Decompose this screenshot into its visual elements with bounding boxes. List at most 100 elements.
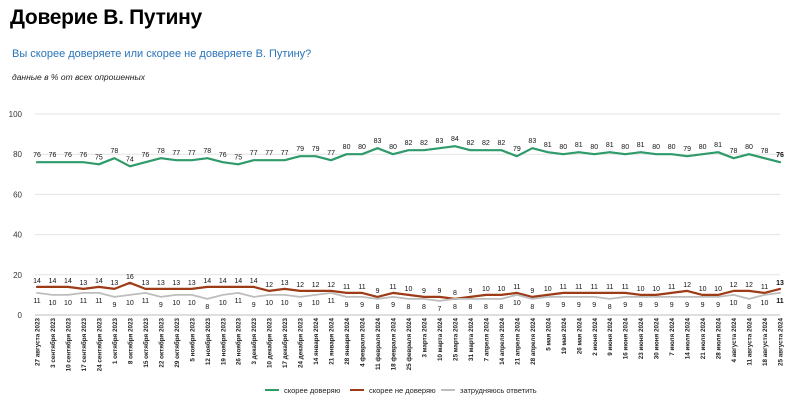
data-label-distrust: 11 [622, 284, 629, 291]
data-label-distrust: 10 [482, 286, 490, 293]
data-label-undecided: 10 [730, 300, 738, 307]
data-label-undecided: 8 [608, 304, 612, 311]
x-tick-label: 3 марта 2024 [421, 318, 428, 358]
data-label-distrust: 10 [714, 286, 722, 293]
data-label-trust: 76 [80, 152, 88, 159]
data-label-distrust: 14 [234, 278, 242, 285]
data-label-trust: 77 [265, 150, 273, 157]
data-label-distrust: 12 [327, 282, 335, 289]
x-tick-label: 25 февраля 2024 [406, 318, 413, 371]
data-label-undecided: 11 [95, 298, 102, 305]
x-tick-label: 21 января 2024 [329, 318, 336, 365]
data-label-undecided: 9 [670, 302, 674, 309]
data-label-distrust: 9 [376, 288, 380, 295]
data-label-distrust: 10 [405, 286, 413, 293]
data-label-distrust: 16 [126, 274, 134, 281]
data-label-undecided: 9 [391, 302, 395, 309]
x-tick-label: 11 августа 2024 [747, 318, 754, 366]
data-label-trust: 80 [559, 144, 567, 151]
data-label-distrust: 14 [33, 278, 41, 285]
data-label-trust: 79 [296, 146, 304, 153]
data-label-trust: 74 [126, 156, 134, 163]
data-label-distrust: 10 [544, 286, 552, 293]
x-tick-label: 12 ноября 2023 [204, 318, 212, 366]
data-label-trust: 82 [497, 140, 505, 147]
data-label-distrust: 11 [358, 284, 365, 291]
y-tick-label: 60 [13, 190, 22, 199]
data-label-trust: 83 [528, 138, 536, 145]
x-tick-label: 10 марта 2024 [437, 318, 444, 361]
x-tick-label: 28 июля 2024 [716, 318, 723, 360]
data-label-trust: 80 [358, 144, 366, 151]
data-label-trust: 79 [312, 146, 320, 153]
data-label-trust: 80 [343, 144, 351, 151]
x-tick-label: 3 декабря 2023 [250, 318, 258, 365]
data-label-undecided: 9 [546, 302, 550, 309]
data-label-undecided: 11 [80, 298, 87, 305]
data-label-undecided: 11 [327, 298, 334, 305]
data-label-undecided: 9 [716, 302, 720, 309]
data-label-undecided: 9 [298, 302, 302, 309]
data-label-trust: 82 [482, 140, 490, 147]
data-label-distrust: 14 [49, 278, 57, 285]
data-label-distrust: 14 [95, 278, 103, 285]
data-label-trust: 81 [606, 142, 614, 149]
data-label-distrust: 11 [513, 284, 520, 291]
data-label-trust: 81 [544, 142, 552, 149]
data-label-trust: 77 [188, 150, 196, 157]
data-label-undecided: 10 [219, 300, 227, 307]
x-tick-label: 21 июля 2024 [700, 318, 707, 360]
data-label-undecided: 8 [376, 304, 380, 311]
data-label-trust: 78 [157, 148, 165, 155]
data-label-trust: 78 [761, 148, 769, 155]
data-label-undecided: 8 [499, 304, 503, 311]
data-label-trust: 80 [668, 144, 676, 151]
data-label-trust: 76 [64, 152, 72, 159]
data-label-distrust: 13 [776, 280, 784, 287]
data-label-undecided: 10 [281, 300, 289, 307]
page-title: Доверие В. Путину [10, 6, 202, 29]
data-label-undecided: 11 [776, 298, 784, 305]
data-label-trust: 83 [374, 138, 382, 145]
data-label-undecided: 8 [484, 304, 488, 311]
data-label-distrust: 10 [497, 286, 505, 293]
data-label-undecided: 10 [64, 300, 72, 307]
x-tick-label: 19 мая 2024 [561, 318, 568, 355]
data-label-trust: 77 [172, 150, 180, 157]
series-line [35, 145, 782, 168]
data-label-undecided: 9 [685, 302, 689, 309]
x-tick-label: 23 июня 2024 [638, 318, 645, 360]
data-label-distrust: 14 [219, 278, 227, 285]
data-label-distrust: 12 [745, 282, 753, 289]
data-label-undecided: 10 [265, 300, 273, 307]
x-tick-label: 14 апреля 2024 [499, 318, 506, 365]
x-tick-label: 31 марта 2024 [468, 318, 475, 361]
data-label-trust: 76 [49, 152, 57, 159]
data-label-distrust: 11 [591, 284, 598, 291]
x-tick-label: 7 апреля 2024 [483, 318, 490, 362]
data-label-undecided: 9 [577, 302, 581, 309]
data-label-trust: 80 [652, 144, 660, 151]
data-label-distrust: 12 [683, 282, 691, 289]
data-label-undecided: 9 [561, 302, 565, 309]
y-tick-label: 100 [9, 110, 23, 119]
data-label-distrust: 9 [438, 288, 442, 295]
x-tick-label: 22 октября 2023 [157, 318, 165, 368]
data-label-distrust: 11 [343, 284, 350, 291]
x-tick-label: 14 января 2024 [313, 318, 320, 365]
data-label-undecided: 10 [126, 300, 134, 307]
data-label-distrust: 12 [312, 282, 320, 289]
x-tick-label: 18 августа 2024 [762, 318, 769, 366]
data-label-trust: 82 [467, 140, 475, 147]
data-label-distrust: 9 [468, 288, 472, 295]
x-tick-label: 24 сентября 2023 [95, 318, 103, 372]
data-label-distrust: 13 [80, 280, 88, 287]
data-label-trust: 75 [95, 154, 103, 161]
data-label-trust: 78 [203, 148, 211, 155]
data-label-undecided: 8 [205, 304, 209, 311]
data-label-trust: 77 [250, 150, 258, 157]
data-label-distrust: 12 [730, 282, 738, 289]
data-label-trust: 78 [730, 148, 738, 155]
data-label-distrust: 9 [530, 288, 534, 295]
